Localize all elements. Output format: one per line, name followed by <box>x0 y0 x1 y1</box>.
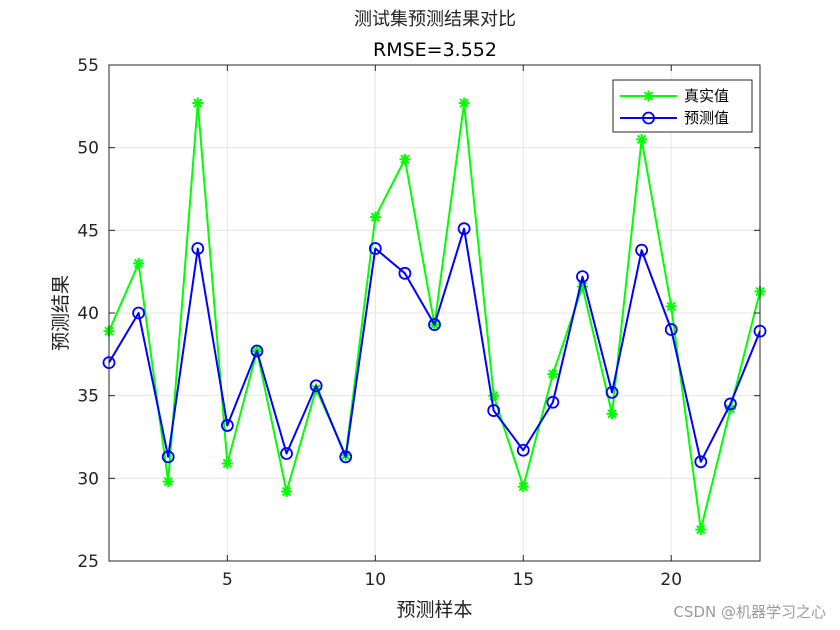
circle-marker-shape <box>576 270 589 284</box>
legend-label-true: 真实值 <box>684 87 729 105</box>
asterisk-stroke <box>163 476 173 487</box>
circle-marker-shape <box>546 395 560 409</box>
watermark: CSDN @机器学习之心 <box>673 603 826 621</box>
y-axis-label: 预测结果 <box>50 275 72 351</box>
data-point-true <box>458 97 470 109</box>
circle-marker-shape <box>642 111 655 125</box>
asterisk-stroke <box>548 369 558 379</box>
data-point-true <box>369 211 381 223</box>
data-point-pred <box>191 242 205 255</box>
data-point-pred <box>487 404 501 417</box>
circle-marker-shape <box>398 266 412 280</box>
data-point-pred <box>309 379 323 393</box>
y-tick-label: 45 <box>77 221 99 241</box>
circle-marker-shape <box>664 323 678 336</box>
x-tick-label: 15 <box>512 570 534 590</box>
y-tick-label: 30 <box>77 469 99 489</box>
x-tick-label: 10 <box>364 570 386 590</box>
asterisk-stroke <box>370 212 380 222</box>
data-point-true <box>192 97 204 109</box>
data-point-pred <box>132 306 145 320</box>
asterisk-stroke <box>643 91 654 101</box>
data-point-true <box>221 457 233 469</box>
circle-marker-shape <box>457 222 471 236</box>
circle-marker-shape <box>368 242 382 255</box>
series-layer <box>102 97 767 536</box>
asterisk-stroke <box>281 486 292 497</box>
asterisk-stroke <box>696 524 706 535</box>
circle-marker-shape <box>132 306 145 320</box>
asterisk-stroke <box>193 98 203 108</box>
legend-marker-pred <box>642 111 655 125</box>
circle-marker-shape <box>487 404 501 417</box>
circle-marker-shape <box>428 318 441 331</box>
data-point-pred <box>457 222 471 236</box>
data-point-pred <box>428 318 441 331</box>
x-tick-label: 20 <box>660 570 682 590</box>
data-point-pred <box>220 419 234 432</box>
asterisk-stroke <box>666 301 676 312</box>
data-point-true <box>695 524 707 536</box>
data-point-pred <box>339 450 353 464</box>
data-point-pred <box>516 443 530 457</box>
data-point-pred <box>368 242 382 255</box>
legend-marker-true <box>643 90 654 102</box>
asterisk-stroke <box>222 458 233 469</box>
y-tick-label: 25 <box>77 552 99 572</box>
chart-title: 测试集预测结果对比 <box>354 9 516 30</box>
legend-label-pred: 预测值 <box>684 109 729 127</box>
asterisk-stroke <box>133 258 144 269</box>
circle-marker-shape <box>635 243 649 257</box>
y-tick-label: 35 <box>77 387 99 407</box>
circle-marker-shape <box>280 447 293 460</box>
asterisk-stroke <box>459 98 469 108</box>
data-point-true <box>399 153 411 165</box>
data-point-true <box>133 257 145 269</box>
asterisk-stroke <box>518 481 528 492</box>
data-point-true <box>281 486 293 498</box>
data-point-pred <box>280 447 293 460</box>
data-point-pred <box>605 385 619 399</box>
circle-marker-shape <box>191 242 205 255</box>
circle-marker-shape <box>605 385 619 399</box>
data-point-pred <box>250 344 264 358</box>
data-point-true <box>636 133 648 145</box>
series-line-pred <box>108 227 761 463</box>
x-tick-label: 5 <box>222 570 233 590</box>
data-point-pred <box>724 397 737 411</box>
data-point-pred <box>546 395 560 409</box>
circle-marker-shape <box>339 450 353 464</box>
circle-marker-shape <box>516 443 530 457</box>
y-tick-label: 40 <box>77 304 99 324</box>
circle-marker-shape <box>250 344 264 358</box>
data-point-pred <box>576 270 589 284</box>
legend-box <box>612 79 753 133</box>
data-point-true <box>665 300 677 312</box>
data-point-pred <box>664 323 678 336</box>
series-pred <box>102 222 767 469</box>
chart-subtitle: RMSE=3.552 <box>373 39 497 61</box>
data-point-true <box>517 481 529 493</box>
circle-marker-shape <box>309 379 323 393</box>
data-point-pred <box>398 266 412 280</box>
legend: 真实值 预测值 <box>612 79 753 133</box>
circle-marker-shape <box>694 455 708 469</box>
asterisk-stroke <box>607 409 617 419</box>
data-point-pred <box>694 455 708 469</box>
asterisk-stroke <box>636 134 647 145</box>
data-point-true <box>547 368 559 380</box>
axis-ticks: 5 10 15 20 25 30 35 40 45 50 55 <box>77 56 760 590</box>
circle-marker-shape <box>220 419 234 432</box>
circle-marker-shape <box>724 397 737 411</box>
data-point-true <box>606 408 618 420</box>
y-tick-label: 50 <box>77 139 99 159</box>
data-point-true <box>162 476 174 488</box>
circle-marker-shape <box>161 450 175 464</box>
x-axis-label: 预测样本 <box>396 599 472 621</box>
asterisk-stroke <box>400 154 410 164</box>
y-tick-label: 55 <box>77 56 99 76</box>
data-point-pred <box>161 450 175 464</box>
data-point-pred <box>635 243 649 257</box>
